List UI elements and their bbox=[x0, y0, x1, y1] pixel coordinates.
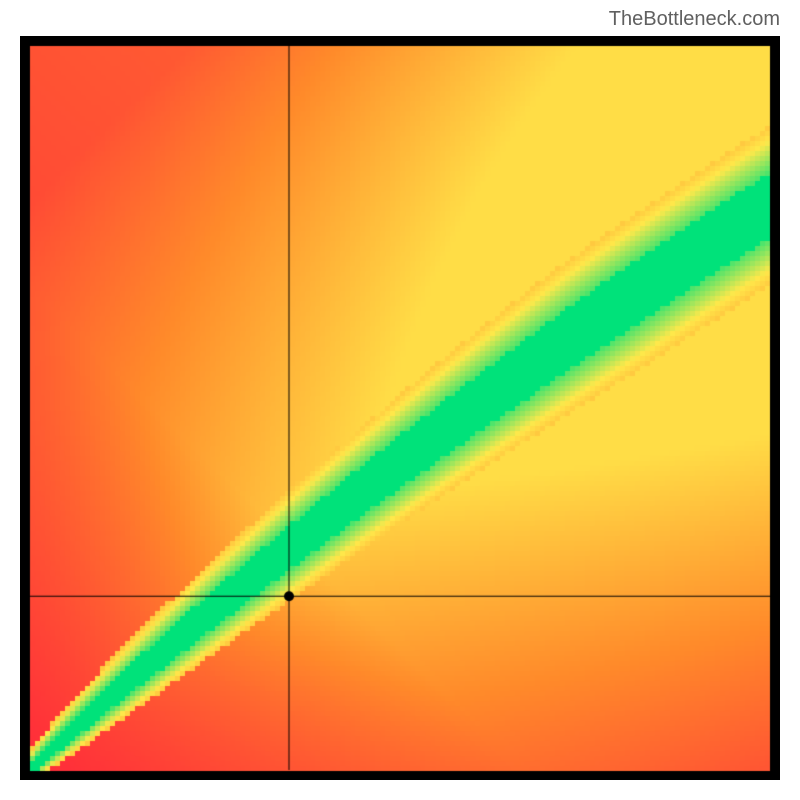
plot-area bbox=[20, 36, 780, 780]
watermark-text: TheBottleneck.com bbox=[609, 8, 780, 31]
heatmap-canvas bbox=[20, 36, 780, 780]
chart-container: TheBottleneck.com bbox=[0, 0, 800, 800]
